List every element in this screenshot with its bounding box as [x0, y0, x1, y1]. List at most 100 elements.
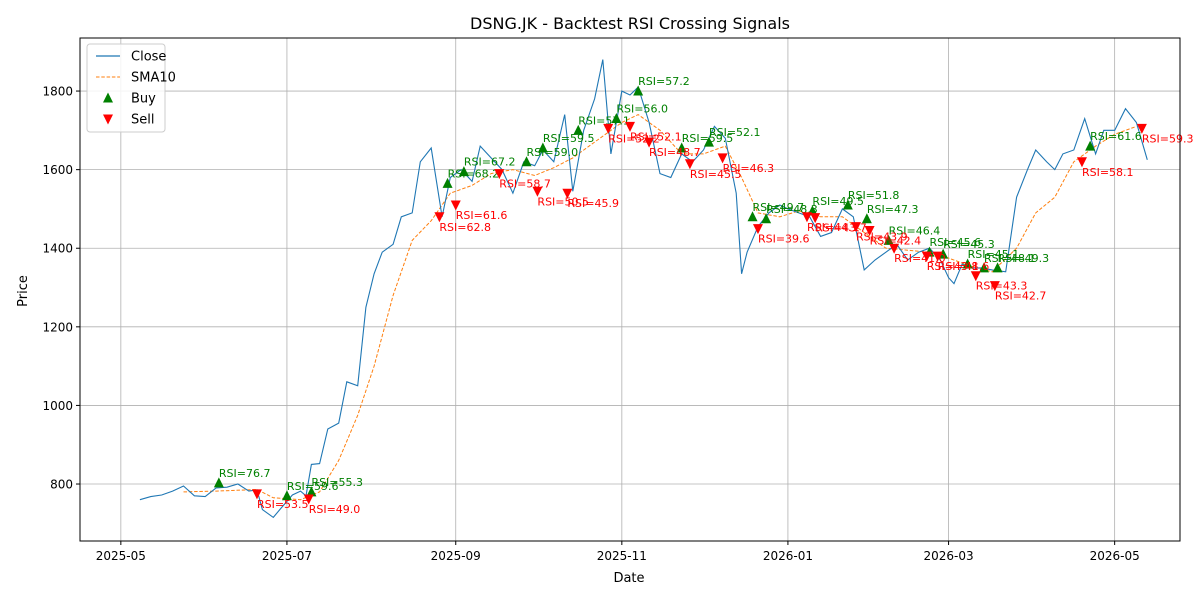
- sell-marker: [625, 121, 635, 132]
- sell-annotation: RSI=48.7: [649, 146, 701, 159]
- plot-frame: [79, 37, 1181, 542]
- sell-marker: [752, 224, 763, 235]
- buy-annotation: RSI=59.0: [527, 146, 579, 159]
- legend-label: Sell: [131, 113, 154, 128]
- y-axis-label: Price: [16, 275, 31, 307]
- x-tick-label: 2026-01: [763, 549, 813, 563]
- sell-annotation: RSI=45.9: [567, 197, 619, 210]
- buy-marker: [1085, 140, 1096, 151]
- sell-marker: [921, 251, 932, 262]
- sell-marker: [562, 188, 573, 199]
- y-tick-label: 1000: [42, 399, 73, 413]
- buy-marker: [213, 477, 224, 488]
- sell-annotation: RSI=42.4: [870, 235, 922, 248]
- sell-annotation: RSI=41.0: [894, 252, 946, 265]
- buy-marker: [761, 213, 772, 224]
- sell-marker: [717, 153, 728, 164]
- y-tick-label: 800: [50, 478, 73, 492]
- sell-annotation: RSI=46.3: [723, 162, 775, 175]
- sell-marker: [603, 123, 614, 134]
- sell-marker: [1076, 157, 1087, 168]
- x-axis-label: Date: [613, 571, 644, 586]
- buy-marker: [458, 166, 469, 177]
- sell-annotation: RSI=43.8: [927, 260, 979, 273]
- sell-marker: [684, 159, 695, 170]
- sell-marker: [810, 213, 821, 224]
- x-tick-label: 2026-05: [1090, 549, 1140, 563]
- buy-annotation: RSI=55.3: [311, 476, 363, 489]
- sell-annotation: RSI=45.5: [690, 168, 742, 181]
- sell-annotation: RSI=39.6: [758, 233, 810, 246]
- x-tick-label: 2025-07: [262, 549, 312, 563]
- sell-marker: [303, 494, 314, 505]
- sell-marker: [644, 137, 655, 148]
- legend-label: SMA10: [131, 71, 176, 86]
- x-tick-label: 2025-05: [96, 549, 146, 563]
- buy-marker: [861, 213, 872, 224]
- sell-annotation: RSI=41.6: [938, 260, 990, 273]
- buy-annotation: RSI=47.3: [867, 203, 919, 216]
- sell-marker: [434, 212, 445, 223]
- buy-annotation: RSI=49.7: [753, 201, 805, 214]
- buy-annotation: RSI=48.1: [984, 252, 1036, 265]
- legend: Close SMA10 Buy Sell: [86, 43, 176, 133]
- buy-marker: [633, 85, 644, 96]
- buy-annotation: RSI=61.6: [1090, 130, 1142, 143]
- buy-annotation: RSI=59.6: [287, 480, 339, 493]
- buy-marker: [306, 486, 317, 497]
- y-tick-label: 1400: [42, 242, 73, 256]
- y-tick-label: 1800: [42, 85, 73, 99]
- buy-marker: [747, 211, 758, 222]
- sell-annotation: RSI=58.1: [1082, 166, 1134, 179]
- buy-annotation: RSI=51.8: [848, 189, 900, 202]
- buy-marker: [573, 124, 584, 135]
- sma10-series: [183, 114, 1137, 501]
- sell-annotation: RSI=44.1: [807, 221, 859, 234]
- legend-sell-swatch: [103, 114, 113, 125]
- buy-marker: [992, 262, 1003, 273]
- buy-annotation: RSI=68.2: [448, 167, 500, 180]
- buy-marker: [978, 262, 989, 273]
- buy-annotation: RSI=52.1: [709, 126, 761, 139]
- buy-annotation: RSI=49.3: [998, 252, 1050, 265]
- sell-annotation: RSI=42.7: [995, 290, 1047, 303]
- buy-marker: [962, 258, 973, 269]
- chart-title: DSNG.JK - Backtest RSI Crossing Signals: [470, 14, 790, 33]
- sell-marker: [450, 200, 461, 211]
- legend-box: [86, 43, 166, 133]
- buy-marker: [676, 142, 687, 153]
- sell-annotation: RSI=53.5: [257, 498, 309, 511]
- buy-marker: [281, 490, 292, 501]
- buy-annotation: RSI=45.1: [968, 248, 1020, 261]
- buy-marker: [703, 136, 714, 147]
- sell-annotation: RSI=50.5: [537, 195, 589, 208]
- buy-annotation: RSI=59.5: [543, 132, 595, 145]
- legend-buy-swatch: [103, 92, 113, 103]
- y-tick-label: 1200: [42, 320, 73, 334]
- sell-marker: [532, 186, 543, 197]
- sell-annotation: RSI=62.8: [439, 221, 491, 234]
- sell-marker: [932, 251, 943, 262]
- y-tick-label: 1600: [42, 163, 73, 177]
- sell-marker: [1136, 123, 1147, 134]
- legend-label: Buy: [131, 92, 156, 107]
- sma10-line: [183, 114, 1137, 501]
- x-tick-label: 2025-09: [431, 549, 481, 563]
- buy-annotation: RSI=59.5: [682, 132, 734, 145]
- sell-annotation: RSI=49.0: [309, 503, 361, 516]
- sell-marker: [251, 489, 262, 500]
- sell-annotation: RSI=43.3: [976, 280, 1028, 293]
- x-tick-label: 2025-11: [597, 549, 647, 563]
- buy-marker: [611, 113, 622, 124]
- sell-marker: [850, 222, 861, 233]
- sell-marker: [970, 271, 981, 282]
- buy-annotation: RSI=56.0: [616, 103, 668, 116]
- sell-marker: [801, 212, 812, 223]
- buy-annotation: RSI=45.3: [943, 238, 995, 251]
- sell-marker: [989, 281, 1000, 292]
- legend-label: Close: [131, 50, 166, 65]
- buy-annotation: RSI=46.4: [889, 224, 941, 237]
